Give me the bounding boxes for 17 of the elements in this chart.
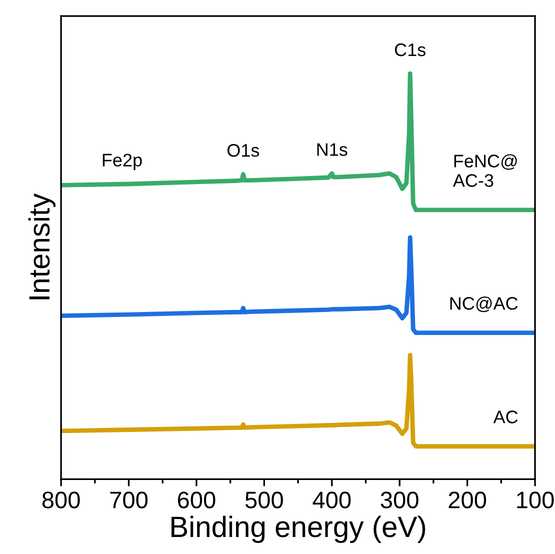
- x-tick-label: 800: [42, 492, 80, 508]
- x-tick-label: 200: [448, 492, 486, 508]
- series-label: FeNC@ AC-3: [452, 154, 517, 187]
- annotation: C1s: [394, 43, 426, 56]
- annotation: Fe2p: [102, 154, 142, 170]
- x-tick-label: 100: [517, 492, 554, 508]
- x-tick-label: 300: [380, 492, 418, 508]
- series-label: NC@AC: [450, 296, 518, 312]
- series-label: AC: [493, 410, 518, 424]
- x-tick-label: 700: [110, 492, 148, 508]
- y-axis-title: Intensity: [28, 193, 56, 300]
- annotation: N1s: [317, 143, 348, 156]
- x-axis-title: Binding energy (eV): [172, 516, 426, 543]
- annotation: O1s: [227, 144, 260, 157]
- x-tick-label: 400: [312, 492, 351, 508]
- x-tick-label: 600: [178, 492, 216, 508]
- x-tick-label: 500: [245, 492, 283, 508]
